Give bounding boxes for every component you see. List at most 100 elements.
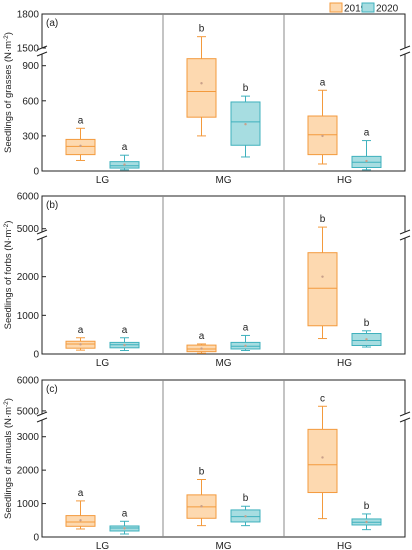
- category-label-LG: LG: [96, 175, 110, 186]
- plot-frame: [41, 13, 406, 172]
- box-iqr: [307, 428, 338, 494]
- legend-label-2020: 2020: [376, 4, 399, 15]
- axis-break-mark: [399, 51, 411, 57]
- box-mean-dot: [123, 343, 126, 347]
- significance-letter: b: [243, 493, 249, 504]
- axis-break-mark: [36, 51, 48, 57]
- box-mean-dot: [365, 159, 368, 163]
- y-tick-label: 0: [33, 350, 39, 361]
- box-mean-dot: [244, 515, 247, 518]
- box-2019-LG: a: [65, 115, 96, 161]
- panel-label: (c): [46, 384, 58, 395]
- y-tick-label: 2000: [17, 272, 40, 283]
- box-mean-dot: [79, 343, 82, 346]
- box-2020-MG: a: [230, 322, 261, 352]
- legend-swatch-2019: [329, 2, 343, 13]
- axis-break-mark: [399, 411, 411, 417]
- significance-letter: a: [78, 115, 84, 126]
- y-tick-label: 2000: [17, 466, 40, 477]
- significance-letter: a: [122, 508, 128, 519]
- panel-1: 0 300 600 900 1500 1800 (a) Seedlings of grasse…: [3, 10, 411, 186]
- category-label-HG: HG: [337, 175, 352, 186]
- panel-label: (b): [46, 200, 58, 211]
- box-2020-MG: b: [230, 493, 261, 527]
- box-mean-dot: [79, 519, 82, 522]
- box-2019-LG: a: [65, 325, 96, 351]
- box-2019-HG: a: [307, 77, 338, 165]
- y-tick-label: 1000: [17, 311, 40, 322]
- box-mean-dot: [200, 505, 203, 508]
- box-mean-dot: [365, 520, 368, 524]
- box-2020-HG: b: [351, 318, 382, 348]
- significance-letter: c: [320, 393, 325, 404]
- box-mean-dot: [123, 527, 126, 530]
- y-tick-label: 0: [33, 533, 39, 544]
- category-label-LG: LG: [96, 541, 110, 550]
- axis-break-gap: [400, 232, 410, 238]
- axis-break-mark: [399, 235, 411, 241]
- y-tick-label: 1500: [17, 44, 40, 55]
- box-2019-MG: b: [186, 467, 217, 527]
- category-label-HG: HG: [337, 541, 352, 550]
- box-2019-MG: b: [186, 24, 217, 137]
- y-tick-label: 900: [22, 61, 39, 72]
- box-2020-LG: a: [109, 325, 140, 352]
- axis-break-mark: [399, 417, 411, 423]
- category-label-HG: HG: [337, 358, 352, 369]
- category-label-MG: MG: [215, 175, 231, 186]
- box-mean-dot: [244, 123, 247, 126]
- significance-letter: b: [243, 83, 249, 94]
- box-mean-dot: [200, 82, 203, 85]
- significance-letter: a: [199, 331, 205, 342]
- box-mean-dot: [321, 275, 324, 278]
- axis-break-mark: [36, 417, 48, 423]
- legend: 2019 2020: [329, 2, 399, 15]
- y-tick-label: 0: [33, 167, 39, 178]
- panel-3: 0 1000 2000 3000 5000 6000 (c) Seedlings of ann…: [3, 376, 411, 550]
- plot-frame: [41, 195, 406, 355]
- axis-break-gap: [400, 414, 410, 420]
- axis-break-mark: [399, 229, 411, 235]
- y-tick-label: 5000: [17, 406, 40, 417]
- axis-break-gap: [37, 414, 47, 420]
- box-iqr: [186, 58, 217, 118]
- axis-break-mark: [36, 235, 48, 241]
- axis-break-gap: [400, 48, 410, 54]
- box-2019-MG: a: [186, 331, 217, 354]
- box-mean-dot: [200, 347, 203, 350]
- y-tick-label: 300: [22, 131, 39, 142]
- box-2020-LG: a: [109, 508, 140, 535]
- axis-break-mark: [399, 45, 411, 51]
- box-2019-HG: c: [307, 393, 338, 520]
- box-2020-HG: b: [351, 501, 382, 531]
- axis-break-gap: [37, 48, 47, 54]
- y-axis-label: Seedlings of annuals (N·m-2): [3, 398, 14, 519]
- box-2020-HG: a: [351, 128, 382, 171]
- significance-letter: a: [364, 128, 370, 139]
- box-mean-dot: [79, 144, 82, 148]
- significance-letter: a: [122, 325, 128, 336]
- y-axis-label: Seedlings of grasses (N·m-2): [3, 32, 14, 153]
- y-tick-label: 6000: [17, 376, 40, 387]
- y-tick-label: 6000: [17, 192, 40, 203]
- box-2020-LG: a: [109, 142, 140, 171]
- panel-2: 0 1000 2000 5000 6000 (b) Seedlings of forbs (…: [3, 192, 411, 369]
- significance-letter: b: [364, 318, 370, 329]
- y-tick-label: 3000: [17, 432, 40, 443]
- legend-swatch-2020: [361, 2, 375, 13]
- significance-letter: a: [320, 77, 326, 88]
- box-mean-dot: [244, 344, 247, 348]
- box-mean-dot: [321, 456, 324, 459]
- box-mean-dot: [321, 134, 324, 138]
- significance-letter: a: [78, 325, 84, 336]
- significance-letter: b: [364, 501, 370, 512]
- category-label-MG: MG: [215, 358, 231, 369]
- y-tick-label: 600: [22, 96, 39, 107]
- box-2020-MG: b: [230, 83, 261, 158]
- panel-label: (a): [46, 18, 58, 29]
- box-2019-HG: b: [307, 214, 338, 340]
- significance-letter: a: [78, 488, 84, 499]
- significance-letter: b: [199, 467, 205, 478]
- box-mean-dot: [123, 163, 126, 166]
- plot-frame: [41, 379, 406, 538]
